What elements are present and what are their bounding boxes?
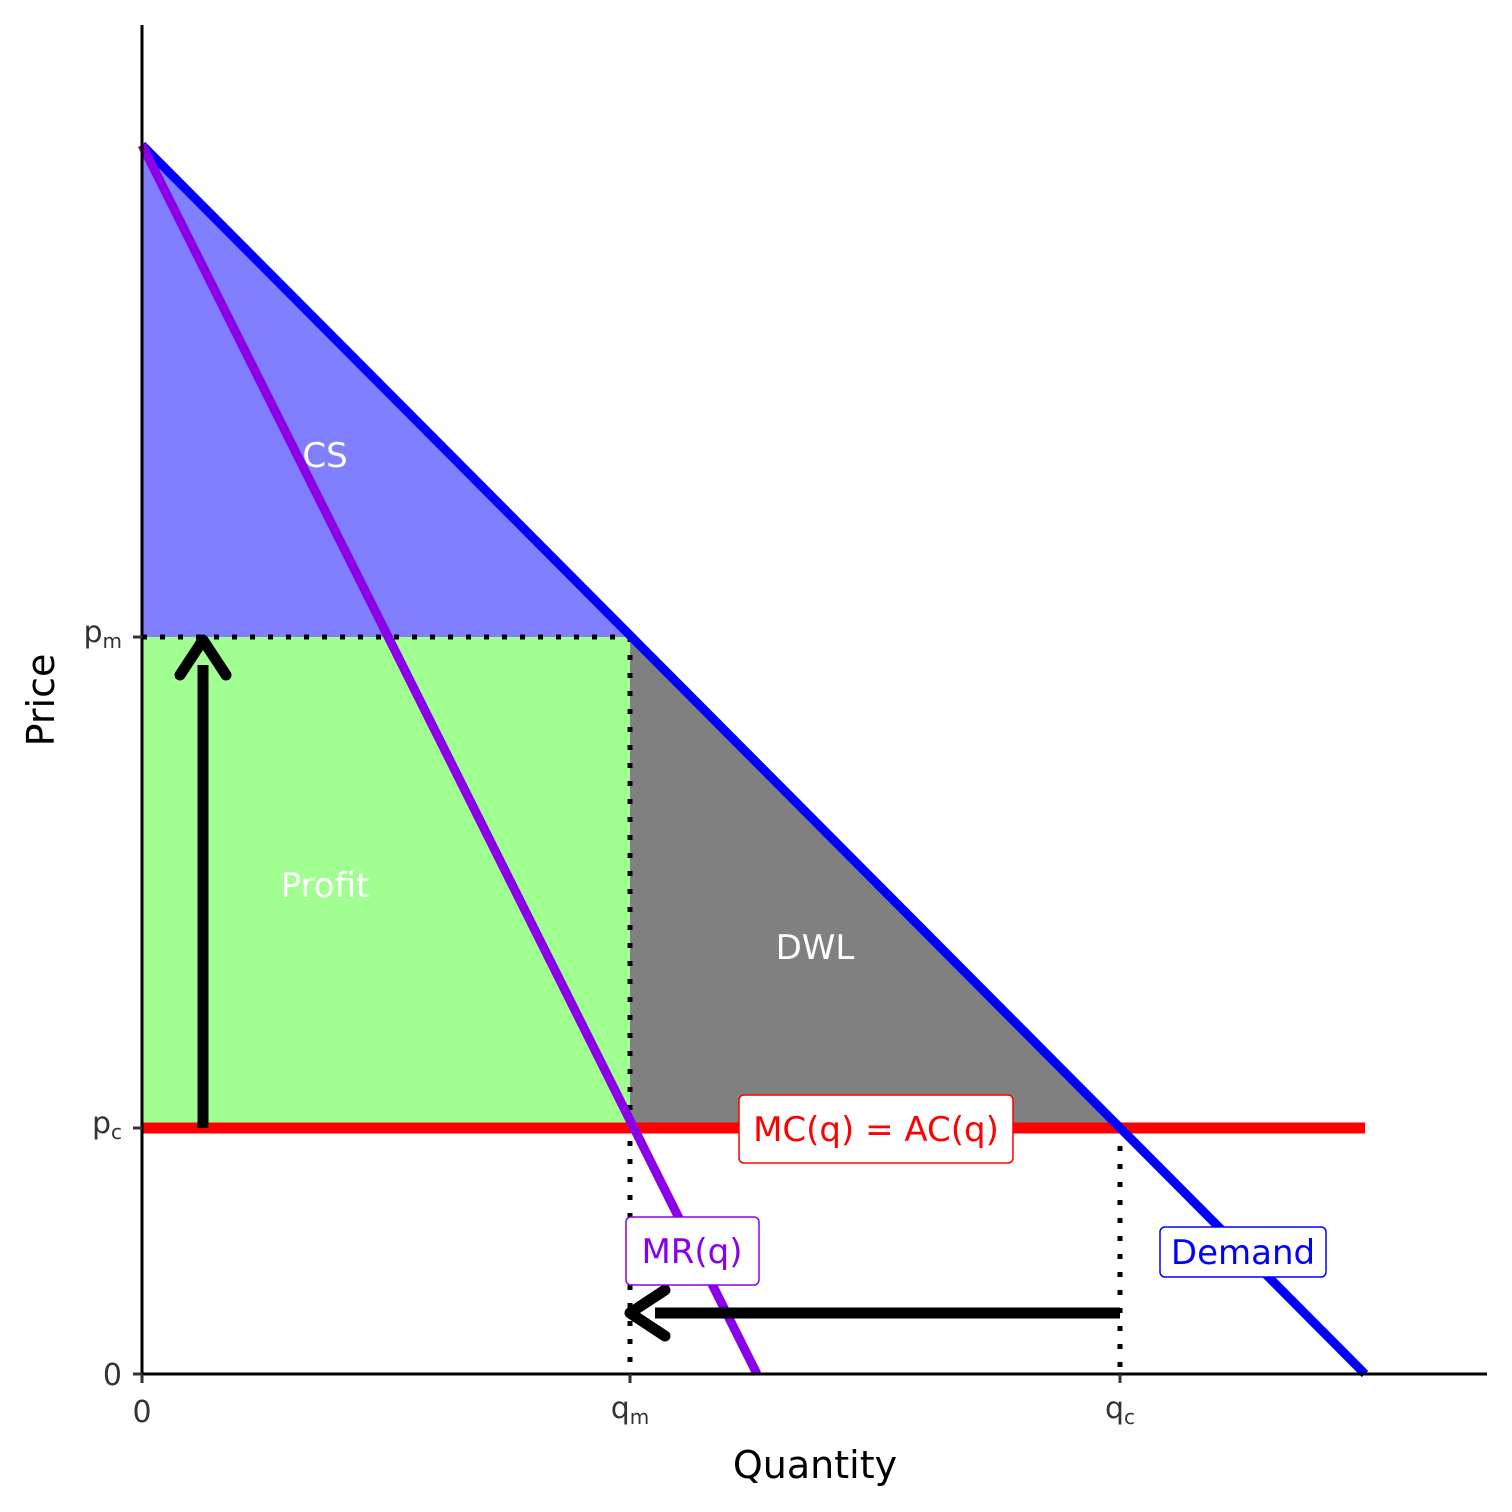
mr-label-box	[625, 1216, 760, 1286]
x-tick-label: qm	[611, 1391, 650, 1429]
profit-area	[142, 637, 630, 1128]
y-tick-label: pc	[92, 1106, 122, 1144]
x-tick-label: qc	[1105, 1391, 1135, 1429]
price-arrow	[174, 634, 232, 1128]
dwl-label: DWL	[776, 928, 855, 968]
y-axis-title: Price	[19, 654, 63, 747]
mc-label: MC(q) = AC(q)	[753, 1110, 999, 1150]
y-tick-label: 0	[103, 1358, 122, 1393]
demand-label: Demand	[1171, 1233, 1315, 1273]
mr-label: MR(q)	[641, 1232, 742, 1272]
mr-line	[137, 142, 762, 1377]
cs-label: CS	[302, 436, 347, 476]
quantity-arrow	[624, 1284, 1120, 1342]
demand-label-box	[1159, 1226, 1327, 1278]
y-tick-label: pm	[83, 615, 122, 653]
x-axis-title: Quantity	[733, 1443, 897, 1487]
ticks	[133, 635, 1122, 1383]
profit-label: Profit	[281, 866, 370, 906]
mc-label-box	[738, 1094, 1014, 1164]
demand-line	[138, 141, 1369, 1378]
x-tick-label: 0	[132, 1395, 151, 1430]
